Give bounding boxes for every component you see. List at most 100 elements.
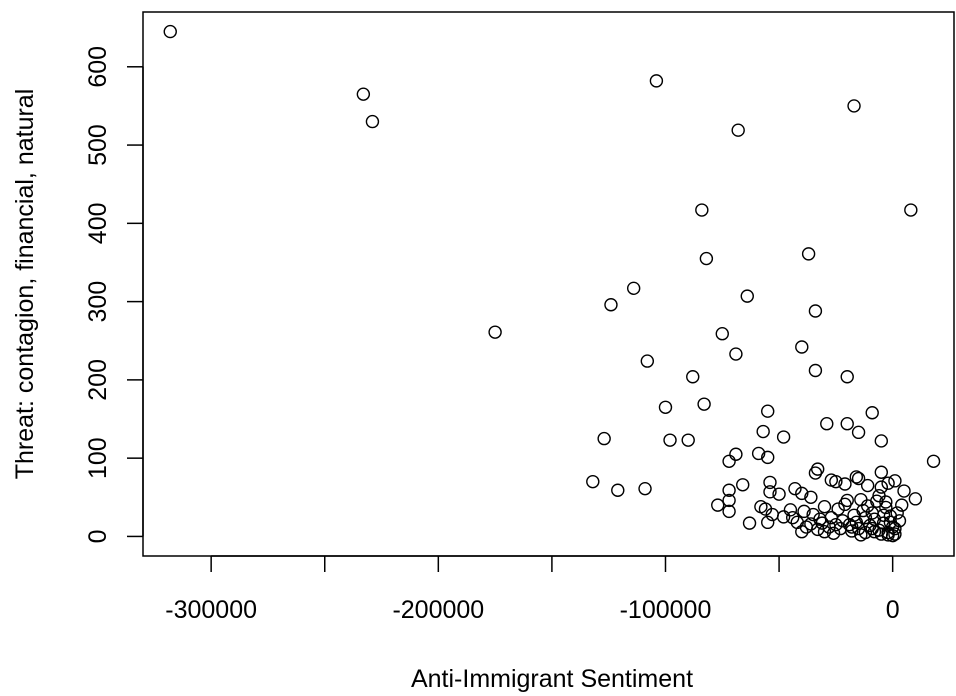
data-point <box>838 497 852 512</box>
data-point <box>763 485 777 499</box>
data-point <box>847 508 861 522</box>
data-point <box>663 433 677 447</box>
x-tick-label: -200000 <box>392 596 484 624</box>
data-point <box>808 363 823 378</box>
data-point <box>761 404 775 418</box>
data-point <box>776 510 791 524</box>
data-point <box>890 506 904 520</box>
data-point <box>858 510 873 525</box>
data-point <box>865 406 879 420</box>
data-point <box>783 503 798 517</box>
data-point <box>611 483 625 497</box>
data-point <box>822 520 836 534</box>
data-point <box>888 527 902 541</box>
data-point <box>763 475 777 490</box>
data-point <box>640 354 655 368</box>
data-point <box>842 517 857 532</box>
data-point <box>658 400 673 414</box>
data-point <box>860 478 875 493</box>
data-point <box>874 465 889 479</box>
data-point <box>908 492 923 506</box>
y-tick-label: 500 <box>84 124 112 166</box>
data-point <box>854 492 868 507</box>
y-axis-label: Threat: contagion, financial, natural <box>11 89 39 480</box>
data-point <box>761 450 775 465</box>
data-point <box>804 517 818 531</box>
data-point <box>879 495 893 509</box>
data-point <box>897 484 911 498</box>
data-point <box>795 525 809 539</box>
data-point <box>840 417 854 431</box>
data-point <box>604 298 618 312</box>
y-tick-label: 0 <box>84 529 112 543</box>
data-point <box>795 340 809 354</box>
x-tick-label: -100000 <box>620 596 712 624</box>
x-axis-label: Anti-Immigrant Sentiment <box>411 665 693 693</box>
data-point <box>829 474 843 489</box>
data-point <box>867 525 882 539</box>
data-point <box>874 480 889 494</box>
data-point <box>808 304 823 318</box>
y-tick-label: 300 <box>84 281 112 323</box>
data-point <box>756 424 770 439</box>
data-point <box>729 347 743 361</box>
data-point <box>888 521 902 536</box>
data-point <box>851 471 866 486</box>
data-point <box>754 499 768 514</box>
data-point <box>926 454 941 468</box>
data-point <box>681 433 695 447</box>
data-point <box>722 483 736 497</box>
data-point <box>804 490 818 504</box>
data-point <box>879 500 893 515</box>
data-point <box>854 528 868 542</box>
data-point <box>845 524 859 538</box>
data-point <box>695 203 709 217</box>
data-point <box>797 504 811 519</box>
data-point <box>729 447 743 461</box>
data-point <box>806 507 820 522</box>
data-point <box>686 370 700 384</box>
data-point <box>699 251 714 266</box>
data-point <box>597 431 611 446</box>
data-point <box>817 525 832 539</box>
data-point <box>722 454 736 468</box>
data-point <box>888 474 902 488</box>
data-point <box>638 481 652 496</box>
x-axis: -300000 -200000 -100000 0 <box>165 555 900 624</box>
data-point <box>801 247 816 261</box>
data-point <box>840 370 854 384</box>
y-tick-label: 200 <box>84 359 112 401</box>
data-point <box>649 74 664 88</box>
data-point <box>820 417 834 431</box>
data-point <box>808 466 823 480</box>
data-point <box>831 502 845 516</box>
data-point <box>786 510 800 525</box>
data-point <box>736 478 750 492</box>
data-point <box>788 481 802 496</box>
data-point <box>892 514 907 528</box>
data-point <box>881 476 895 490</box>
data-point <box>356 87 371 101</box>
data-point <box>740 289 754 303</box>
y-tick-label: 100 <box>84 437 112 479</box>
data-point <box>751 446 766 461</box>
data-point <box>365 114 380 129</box>
data-point <box>776 430 791 444</box>
data-point <box>849 470 864 484</box>
data-point <box>163 24 177 39</box>
x-tick-label: 0 <box>886 596 900 624</box>
data-point <box>829 517 843 532</box>
data-point <box>795 486 809 501</box>
y-tick-label: 400 <box>84 202 112 244</box>
data-point <box>874 434 889 448</box>
data-point <box>817 499 832 514</box>
y-axis: 0 100 200 300 400 500 600 <box>84 46 144 543</box>
data-point <box>904 203 918 217</box>
data-point <box>838 477 852 491</box>
data-point <box>715 327 729 341</box>
data-point <box>697 397 711 411</box>
data-point <box>847 99 861 113</box>
data-point <box>731 123 745 137</box>
data-point <box>851 425 866 440</box>
